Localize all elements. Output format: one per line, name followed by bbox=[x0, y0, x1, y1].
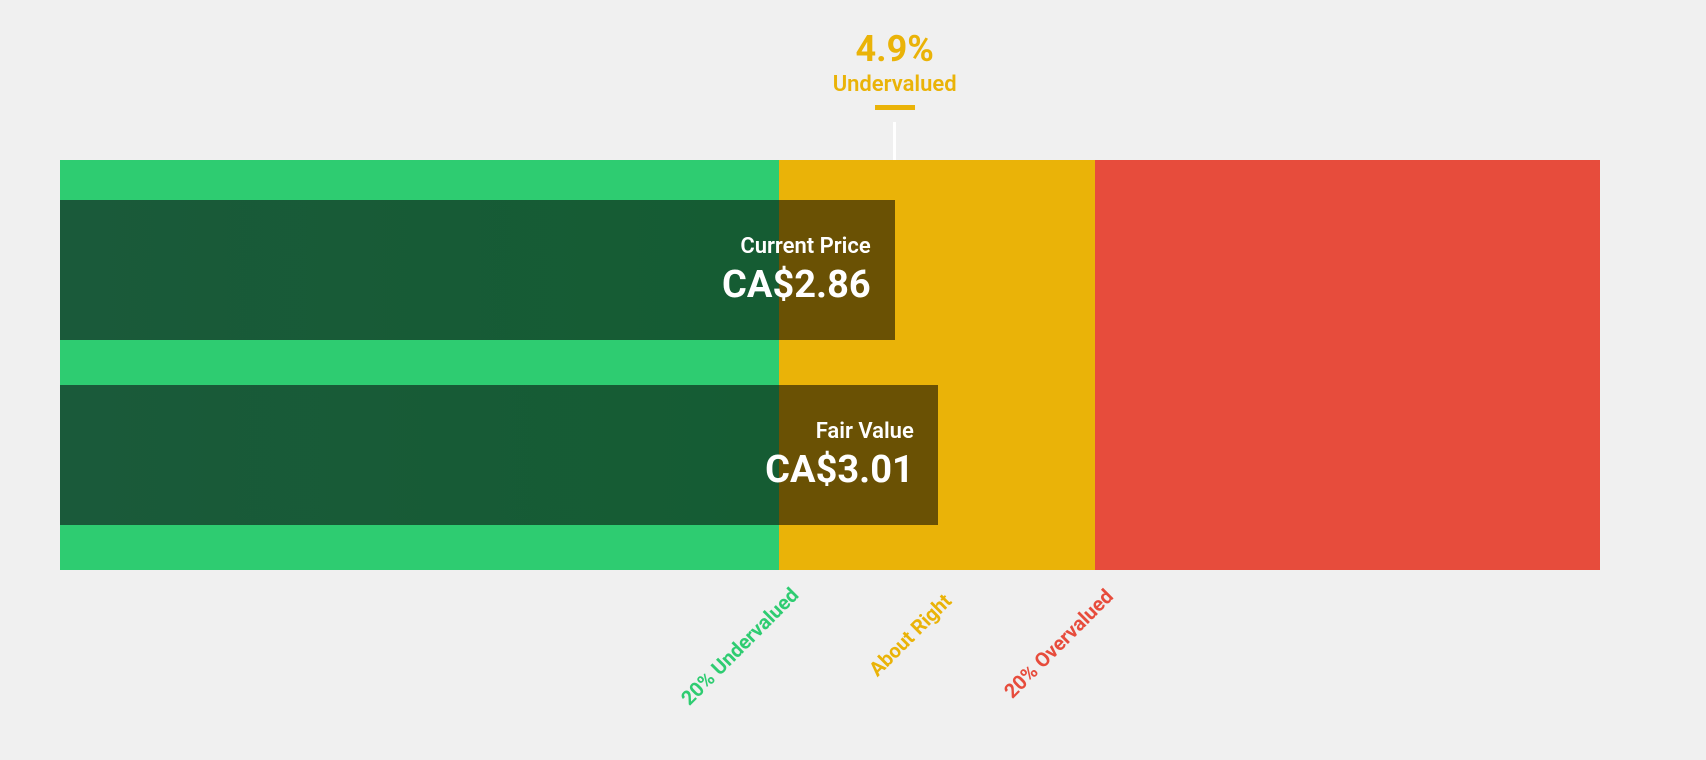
current-price-label: Current Price bbox=[740, 234, 870, 259]
current-price-bar: Current Price CA$2.86 bbox=[60, 200, 895, 340]
fair-value-value: CA$3.01 bbox=[765, 448, 914, 492]
axis-label-overvalued: 20% Overvalued bbox=[999, 584, 1118, 703]
callout-percent: 4.9% bbox=[833, 30, 957, 70]
fair-value-bar: Fair Value CA$3.01 bbox=[60, 385, 938, 525]
valuation-callout: 4.9% Undervalued bbox=[833, 30, 957, 110]
fair-value-marker-line bbox=[893, 122, 896, 160]
valuation-chart: Current Price CA$2.86 Fair Value CA$3.01 bbox=[60, 160, 1600, 570]
fair-value-label: Fair Value bbox=[816, 419, 914, 444]
axis-label-undervalued: 20% Undervalued bbox=[676, 583, 803, 710]
callout-underline bbox=[875, 105, 915, 110]
current-price-value: CA$2.86 bbox=[722, 263, 871, 307]
axis-label-about-right: About Right bbox=[864, 588, 956, 680]
callout-status: Undervalued bbox=[833, 72, 957, 97]
zone-overvalued bbox=[1095, 160, 1600, 570]
